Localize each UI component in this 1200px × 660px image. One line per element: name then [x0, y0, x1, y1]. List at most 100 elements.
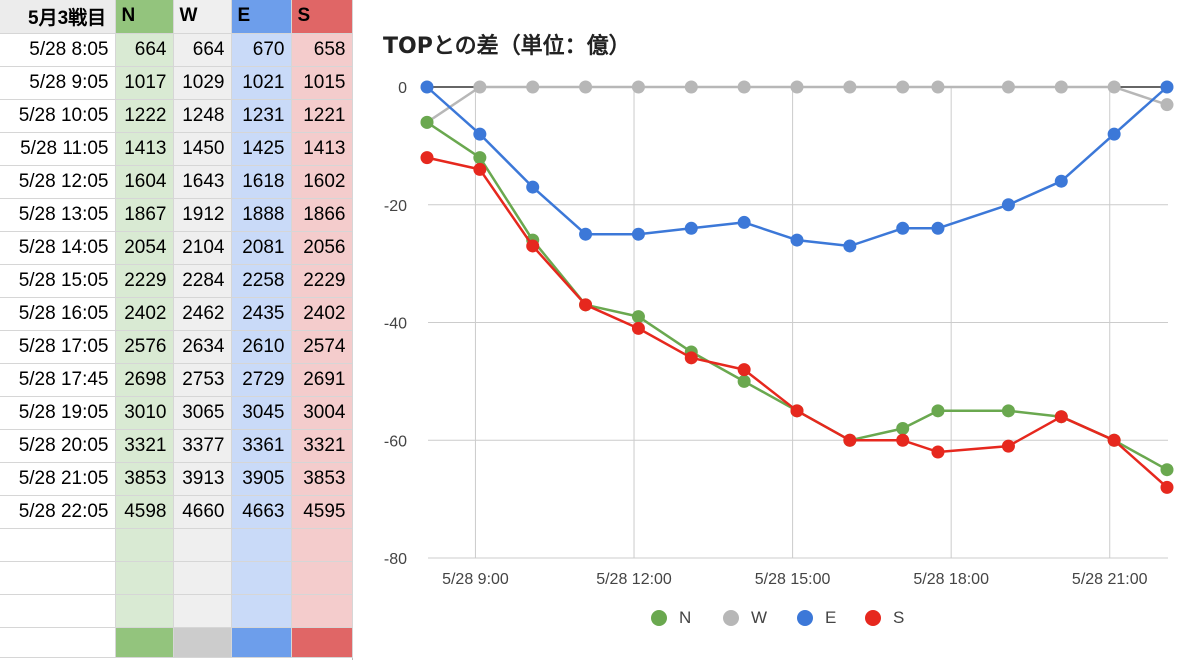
value-cell-w[interactable]: 4660 [173, 495, 232, 529]
value-cell-s[interactable]: 658 [291, 33, 353, 67]
value-cell-e[interactable]: 1231 [231, 99, 292, 133]
value-cell-s[interactable]: 1866 [291, 198, 353, 232]
empty-cell[interactable] [173, 594, 232, 628]
value-cell-w[interactable]: 2284 [173, 264, 232, 298]
time-cell[interactable]: 5/28 17:45 [0, 363, 116, 397]
value-cell-s[interactable]: 2574 [291, 330, 353, 364]
value-cell-e[interactable]: 1021 [231, 66, 292, 100]
header-cell-w[interactable]: W [173, 0, 232, 34]
time-cell[interactable]: 5/28 14:05 [0, 231, 116, 265]
value-cell-n[interactable]: 2054 [115, 231, 174, 265]
empty-cell[interactable] [115, 627, 174, 658]
empty-cell[interactable] [291, 594, 353, 628]
header-cell-time[interactable]: 5月3戦目 [0, 0, 116, 34]
value-cell-s[interactable]: 1413 [291, 132, 353, 166]
time-cell[interactable]: 5/28 17:05 [0, 330, 116, 364]
empty-cell[interactable] [115, 561, 174, 595]
time-cell[interactable]: 5/28 10:05 [0, 99, 116, 133]
value-cell-n[interactable]: 3010 [115, 396, 174, 430]
value-cell-s[interactable]: 1221 [291, 99, 353, 133]
time-cell[interactable]: 5/28 15:05 [0, 264, 116, 298]
value-cell-n[interactable]: 1413 [115, 132, 174, 166]
time-cell[interactable]: 5/28 9:05 [0, 66, 116, 100]
empty-cell[interactable] [115, 594, 174, 628]
empty-cell[interactable] [291, 627, 353, 658]
value-cell-w[interactable]: 2634 [173, 330, 232, 364]
value-cell-e[interactable]: 1888 [231, 198, 292, 232]
value-cell-n[interactable]: 664 [115, 33, 174, 67]
value-cell-n[interactable]: 2402 [115, 297, 174, 331]
value-cell-w[interactable]: 2104 [173, 231, 232, 265]
header-cell-e[interactable]: E [231, 0, 292, 34]
value-cell-w[interactable]: 3065 [173, 396, 232, 430]
value-cell-e[interactable]: 3361 [231, 429, 292, 463]
value-cell-n[interactable]: 3853 [115, 462, 174, 496]
legend-item-e[interactable]: E [797, 608, 836, 628]
time-cell[interactable]: 5/28 21:05 [0, 462, 116, 496]
value-cell-n[interactable]: 3321 [115, 429, 174, 463]
value-cell-n[interactable]: 1017 [115, 66, 174, 100]
value-cell-w[interactable]: 1450 [173, 132, 232, 166]
value-cell-n[interactable]: 2698 [115, 363, 174, 397]
value-cell-e[interactable]: 1618 [231, 165, 292, 199]
value-cell-s[interactable]: 3321 [291, 429, 353, 463]
value-cell-s[interactable]: 1602 [291, 165, 353, 199]
value-cell-e[interactable]: 1425 [231, 132, 292, 166]
value-cell-s[interactable]: 3853 [291, 462, 353, 496]
legend-item-w[interactable]: W [723, 608, 767, 628]
value-cell-n[interactable]: 2229 [115, 264, 174, 298]
empty-cell[interactable] [231, 561, 292, 595]
value-cell-e[interactable]: 2610 [231, 330, 292, 364]
time-cell[interactable]: 5/28 16:05 [0, 297, 116, 331]
header-cell-s[interactable]: S [291, 0, 353, 34]
time-cell[interactable]: 5/28 8:05 [0, 33, 116, 67]
empty-cell[interactable] [231, 627, 292, 658]
value-cell-s[interactable]: 2691 [291, 363, 353, 397]
value-cell-n[interactable]: 4598 [115, 495, 174, 529]
value-cell-n[interactable]: 1222 [115, 99, 174, 133]
value-cell-w[interactable]: 1248 [173, 99, 232, 133]
value-cell-e[interactable]: 4663 [231, 495, 292, 529]
time-cell[interactable]: 5/28 20:05 [0, 429, 116, 463]
value-cell-s[interactable]: 2402 [291, 297, 353, 331]
time-cell[interactable]: 5/28 22:05 [0, 495, 116, 529]
time-cell[interactable]: 5/28 12:05 [0, 165, 116, 199]
value-cell-w[interactable]: 664 [173, 33, 232, 67]
empty-cell[interactable] [0, 594, 116, 628]
value-cell-w[interactable]: 3913 [173, 462, 232, 496]
value-cell-n[interactable]: 2576 [115, 330, 174, 364]
empty-cell[interactable] [0, 561, 116, 595]
empty-cell[interactable] [291, 561, 353, 595]
value-cell-e[interactable]: 2081 [231, 231, 292, 265]
empty-cell[interactable] [173, 528, 232, 562]
value-cell-e[interactable]: 2258 [231, 264, 292, 298]
value-cell-e[interactable]: 2729 [231, 363, 292, 397]
time-cell[interactable]: 5/28 13:05 [0, 198, 116, 232]
value-cell-e[interactable]: 2435 [231, 297, 292, 331]
value-cell-s[interactable]: 1015 [291, 66, 353, 100]
value-cell-s[interactable]: 3004 [291, 396, 353, 430]
value-cell-w[interactable]: 2753 [173, 363, 232, 397]
empty-cell[interactable] [231, 594, 292, 628]
empty-cell[interactable] [173, 561, 232, 595]
value-cell-w[interactable]: 2462 [173, 297, 232, 331]
value-cell-n[interactable]: 1867 [115, 198, 174, 232]
value-cell-s[interactable]: 4595 [291, 495, 353, 529]
value-cell-s[interactable]: 2229 [291, 264, 353, 298]
header-cell-n[interactable]: N [115, 0, 174, 34]
value-cell-w[interactable]: 3377 [173, 429, 232, 463]
time-cell[interactable]: 5/28 19:05 [0, 396, 116, 430]
empty-cell[interactable] [0, 528, 116, 562]
value-cell-w[interactable]: 1912 [173, 198, 232, 232]
legend-item-n[interactable]: N [651, 608, 691, 628]
value-cell-n[interactable]: 1604 [115, 165, 174, 199]
empty-cell[interactable] [173, 627, 232, 658]
empty-cell[interactable] [0, 627, 116, 658]
value-cell-e[interactable]: 670 [231, 33, 292, 67]
empty-cell[interactable] [291, 528, 353, 562]
legend-item-s[interactable]: S [865, 608, 904, 628]
value-cell-w[interactable]: 1643 [173, 165, 232, 199]
value-cell-e[interactable]: 3045 [231, 396, 292, 430]
time-cell[interactable]: 5/28 11:05 [0, 132, 116, 166]
empty-cell[interactable] [115, 528, 174, 562]
